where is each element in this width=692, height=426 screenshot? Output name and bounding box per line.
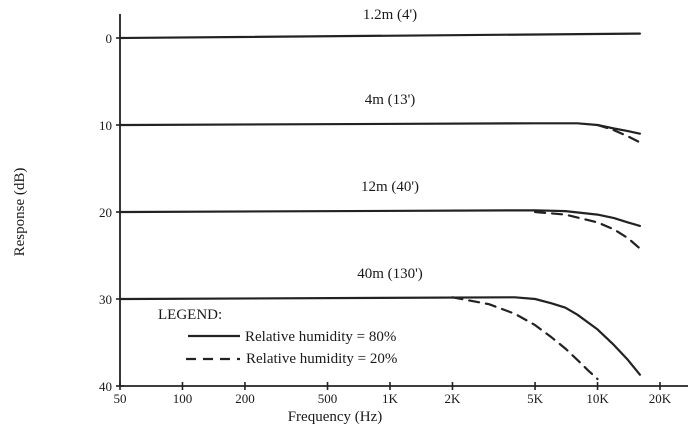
- series-line-3: [118, 209, 642, 227]
- series-line-0: [118, 32, 642, 40]
- y-tick-label: 20: [99, 205, 112, 220]
- series-line-2: [596, 123, 642, 144]
- x-tick-label: 500: [318, 391, 338, 406]
- x-tick-label: 10K: [586, 391, 609, 406]
- series-label-3: 40m (130'): [357, 266, 423, 282]
- y-tick-label: 10: [99, 118, 112, 133]
- y-tick-label: 40: [99, 379, 112, 394]
- series-line-4: [533, 210, 642, 250]
- legend-title: LEGEND:: [158, 307, 222, 323]
- x-axis-title: Frequency (Hz): [288, 409, 383, 425]
- legend-label-80: Relative humidity = 80%: [245, 329, 396, 345]
- x-tick-label: 200: [235, 391, 255, 406]
- legend-label-20: Relative humidity = 20%: [246, 351, 397, 367]
- legend: LEGEND: Relative humidity = 80% Relative…: [158, 307, 397, 367]
- series-lines: [118, 32, 642, 381]
- series-label-2: 12m (40'): [361, 179, 419, 195]
- series-label-1: 4m (13'): [365, 92, 416, 108]
- x-tick-label: 2K: [445, 391, 462, 406]
- x-tick-label: 50: [114, 391, 127, 406]
- series-line-5: [118, 296, 642, 376]
- y-tick-label: 30: [99, 292, 112, 307]
- axes: [119, 14, 688, 387]
- y-tick-label: 0: [106, 31, 113, 46]
- series-line-6: [451, 296, 599, 381]
- series-line-1: [118, 122, 642, 135]
- x-tick-label: 1K: [382, 391, 399, 406]
- series-labels: 1.2m (4') 4m (13') 12m (40') 40m (130'): [357, 7, 423, 282]
- x-tick-label: 100: [173, 391, 193, 406]
- series-label-0: 1.2m (4'): [363, 7, 417, 23]
- x-tick-label: 20K: [649, 391, 672, 406]
- x-tick-label: 5K: [527, 391, 544, 406]
- y-axis-title: Response (dB): [12, 168, 28, 257]
